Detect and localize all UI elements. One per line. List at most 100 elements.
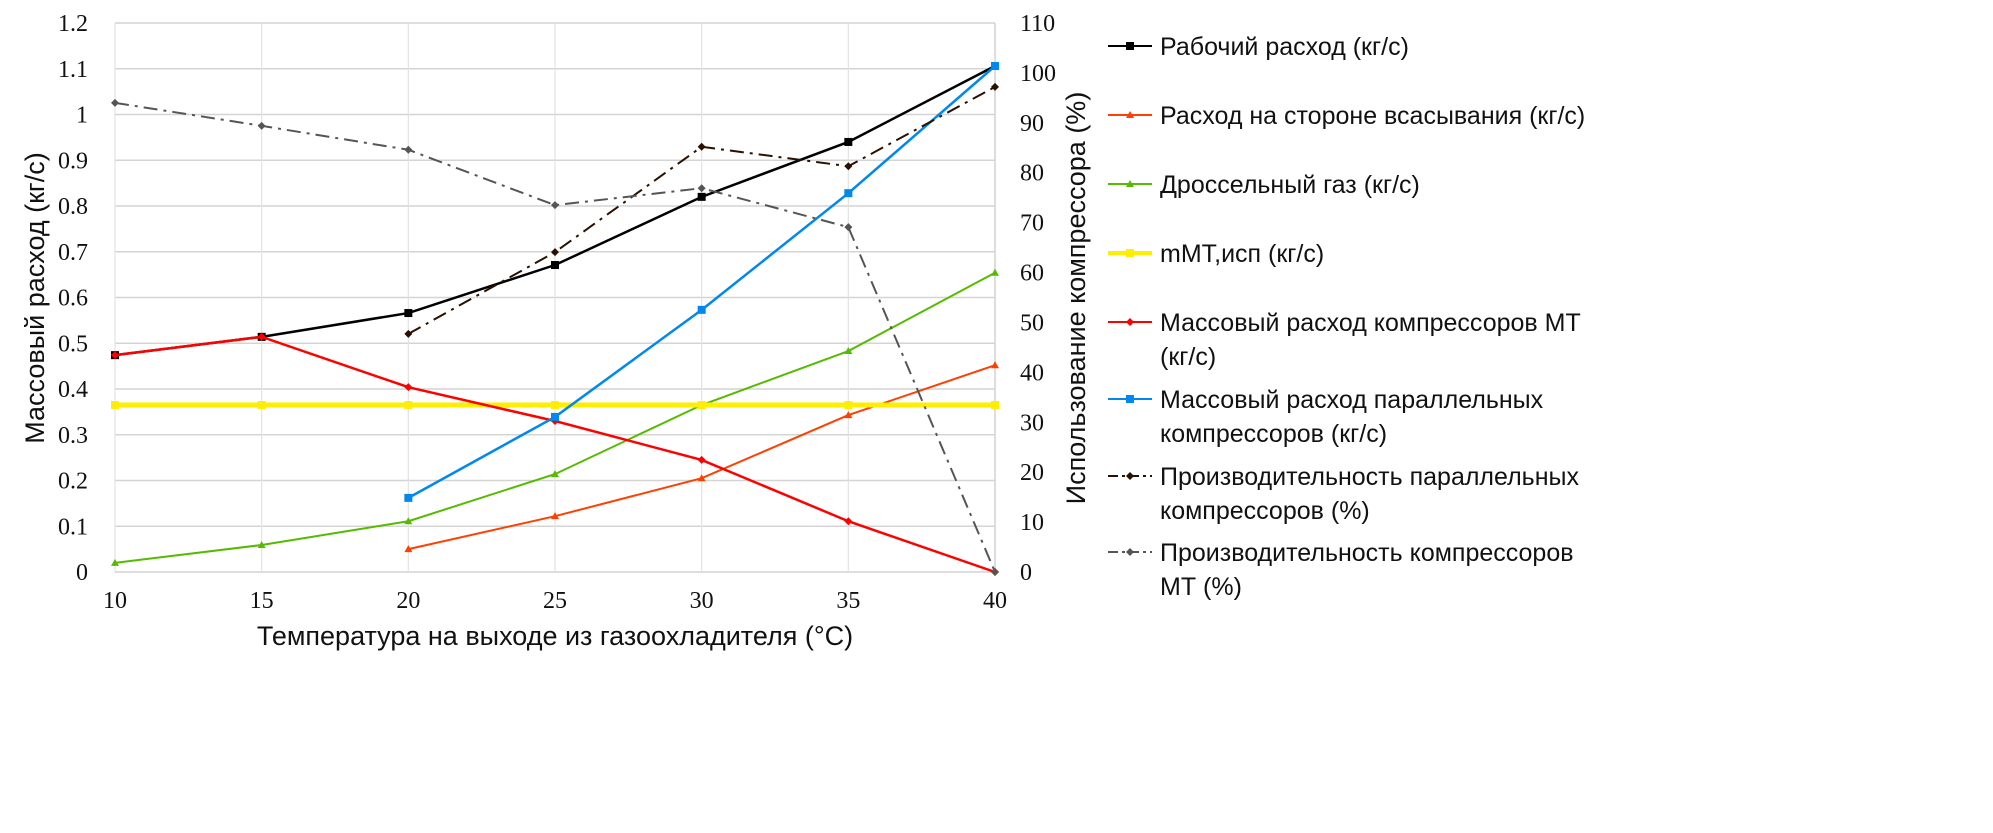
data-point-marker [844, 137, 853, 146]
y2-tick-label: 110 [1020, 11, 1055, 37]
data-point-marker [991, 62, 999, 71]
data-point-marker [404, 517, 413, 525]
y2-tick-label: 30 [1020, 410, 1044, 436]
y2-tick-label: 100 [1020, 61, 1056, 87]
y-tick-label: 0.7 [58, 240, 88, 266]
data-point-marker [697, 401, 706, 410]
data-point-marker [551, 512, 559, 520]
y2-tick-label: 10 [1020, 510, 1044, 536]
data-point-marker [551, 401, 559, 410]
data-point-marker [697, 305, 706, 314]
x-tick-label: 20 [396, 588, 420, 614]
legend-label: Рабочий расход (кг/с) [1160, 33, 1409, 61]
y2-tick-label: 0 [1020, 560, 1032, 586]
legend-label: Производительность компрессоров [1160, 539, 1574, 567]
data-point-marker [551, 412, 559, 421]
data-point-marker [257, 121, 266, 130]
data-point-marker [844, 517, 853, 526]
legend-label: компрессоров (%) [1160, 497, 1370, 525]
legend-label: компрессоров (кг/с) [1160, 420, 1387, 448]
y-axis-label: Массовый расход (кг/с) [20, 152, 50, 444]
y-tick-label: 0.4 [58, 377, 88, 403]
data-point-marker [1126, 180, 1134, 187]
data-point-marker [844, 162, 853, 171]
data-point-marker [257, 401, 266, 410]
y-tick-label: 0.8 [58, 194, 88, 220]
data-point-marker [844, 401, 853, 410]
y2-tick-label: 50 [1020, 310, 1044, 336]
data-point-marker [404, 145, 413, 154]
x-tick-label: 10 [103, 588, 127, 614]
data-point-marker [111, 351, 119, 360]
data-point-marker [1126, 472, 1134, 480]
grid [114, 22, 996, 573]
data-point-marker [551, 248, 559, 257]
legend-label: Массовый расход параллельных [1160, 386, 1544, 414]
x-tick-label: 40 [983, 588, 1007, 614]
data-point-marker [111, 558, 119, 566]
data-point-marker [697, 192, 706, 201]
data-point-marker [844, 347, 853, 355]
y-tick-label: 0.1 [58, 514, 88, 540]
data-point-marker [697, 455, 706, 464]
data-point-marker [111, 401, 119, 410]
x-tick-label: 35 [836, 588, 860, 614]
data-point-marker [404, 329, 413, 338]
x-axis-label: Температура на выходе из газоохладителя … [257, 621, 853, 651]
y2-tick-label: 80 [1020, 161, 1044, 187]
y2-axis-label: Использование компрессора (%) [1061, 92, 1091, 505]
y-tick-label: 0 [76, 560, 88, 586]
data-point-marker [1126, 42, 1134, 50]
data-point-marker [697, 474, 706, 482]
data-point-marker [1126, 395, 1134, 403]
x-tick-label: 30 [690, 588, 714, 614]
x-tick-label: 15 [250, 588, 274, 614]
data-point-marker [257, 541, 266, 549]
y-tick-label: 0.5 [58, 331, 88, 357]
y-tick-label: 0.2 [58, 469, 88, 495]
series-group [111, 62, 999, 576]
data-point-marker [1126, 318, 1134, 326]
y2-tick-label: 20 [1020, 460, 1044, 486]
data-point-marker [551, 470, 559, 478]
data-point-marker [697, 184, 706, 193]
data-point-marker [844, 223, 853, 232]
data-point-marker [404, 383, 413, 392]
y2-tick-label: 70 [1020, 211, 1044, 237]
data-point-marker [991, 268, 999, 276]
legend-label: Дроссельный газ (кг/с) [1160, 171, 1420, 199]
y-tick-label: 1 [76, 103, 88, 129]
y-tick-label: 1.2 [58, 11, 88, 37]
legend-label: Массовый расход компрессоров МТ [1160, 309, 1581, 337]
legend-label: Расход на стороне всасывания (кг/с) [1160, 102, 1585, 130]
y-tick-label: 0.6 [58, 286, 88, 312]
legend-label: МТ (%) [1160, 573, 1242, 601]
legend-label: mМТ,исп (кг/с) [1160, 240, 1324, 268]
y-tick-label: 1.1 [58, 57, 88, 83]
data-point-marker [991, 361, 999, 369]
data-point-marker [404, 309, 413, 318]
data-point-marker [991, 401, 999, 410]
legend-label: (кг/с) [1160, 343, 1216, 371]
data-point-marker [551, 201, 559, 210]
data-point-marker [111, 98, 119, 107]
x-tick-label: 25 [543, 588, 567, 614]
data-point-marker [551, 261, 559, 270]
data-point-marker [697, 142, 706, 151]
data-point-marker [1126, 111, 1134, 118]
data-point-marker [404, 493, 413, 502]
data-point-marker [1126, 249, 1134, 257]
data-point-marker [991, 568, 999, 576]
tick-labels: 0 0.1 0.2 0.3 0.4 0.5 0.6 0.7 0.8 0.9 1 1.1 1.2 10 15 2… [58, 11, 1056, 614]
legend-label: Производительность параллельных [1160, 463, 1579, 491]
data-point-marker [1126, 548, 1134, 556]
data-point-marker [844, 411, 853, 419]
y-tick-label: 0.3 [58, 423, 88, 449]
data-point-marker [404, 545, 413, 553]
y2-tick-label: 90 [1020, 111, 1044, 137]
y2-tick-label: 40 [1020, 360, 1044, 386]
data-point-marker [257, 332, 266, 341]
legend: Рабочий расход (кг/с) Расход на стороне в… [1108, 33, 1585, 601]
data-point-marker [991, 82, 999, 91]
